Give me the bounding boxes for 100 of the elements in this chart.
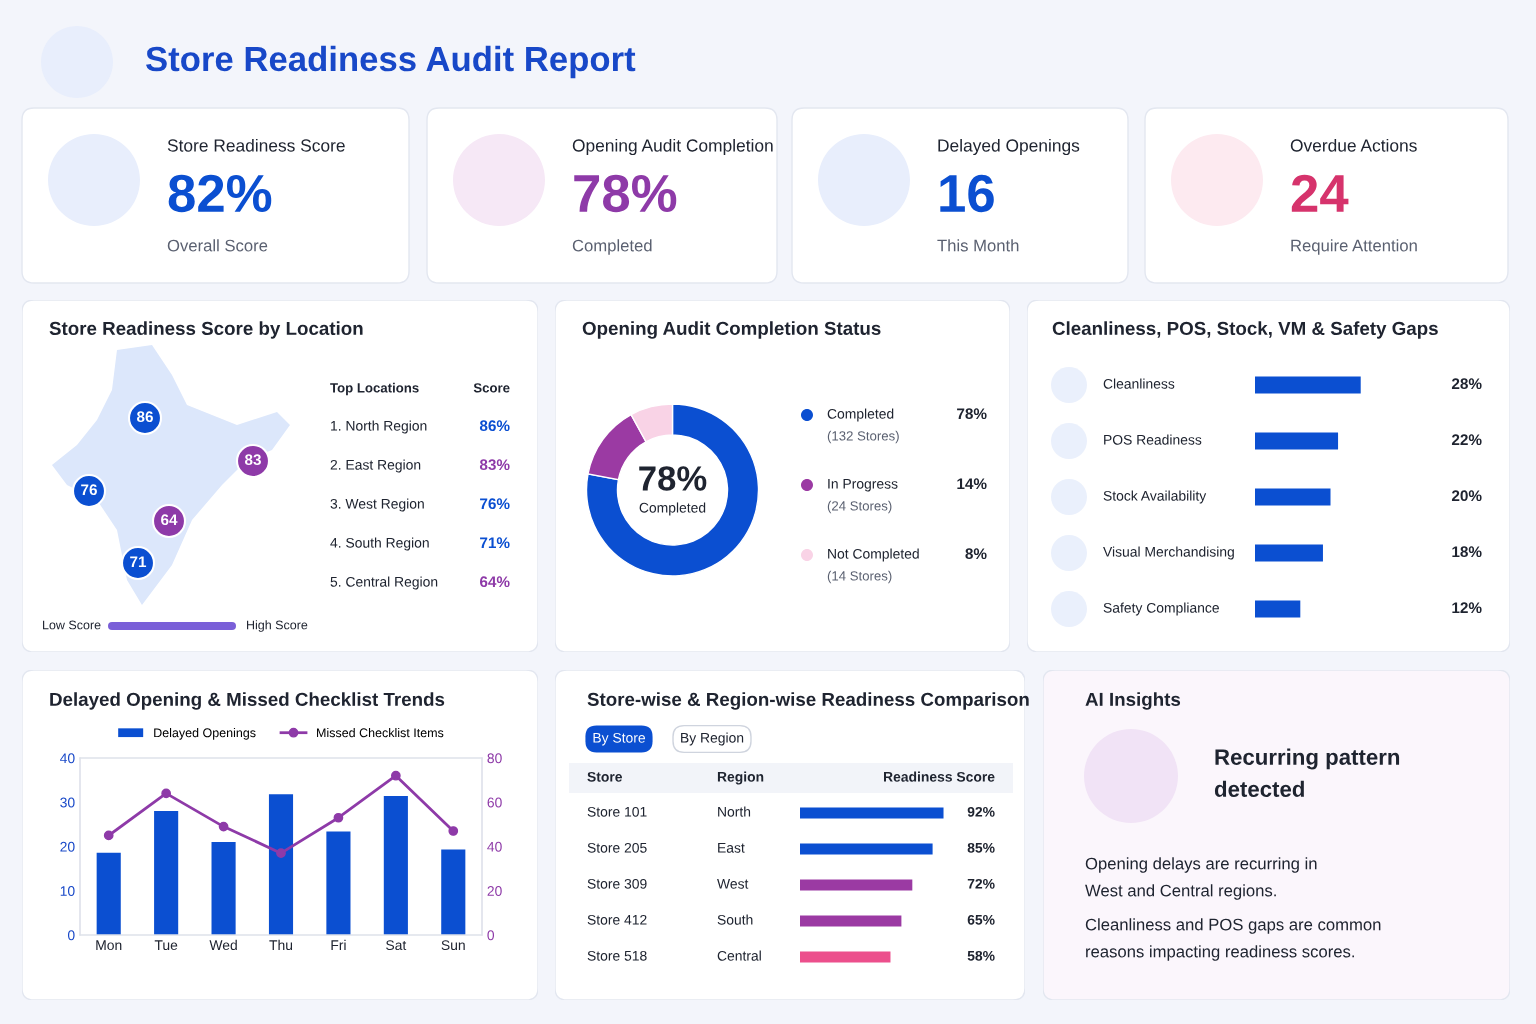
bar [800,915,902,927]
bar [96,852,121,935]
category-label: 4. South Region [330,537,429,551]
text: Store Readiness Audit Report [146,45,636,79]
bar [211,842,236,935]
text: By Region [681,732,744,746]
text: 78% [639,466,707,491]
text: Top Locations [330,382,419,396]
text: AI Insights [1085,692,1181,710]
point [333,812,344,823]
text: Central [717,950,761,961]
bar [1255,376,1361,394]
text: Score [473,383,510,393]
text: (132 Stores) [827,430,899,444]
x-tick-label: Fri [331,939,346,950]
text: 71 [130,556,147,567]
category-label: 5. Central Region [330,576,438,590]
text: Store [587,771,623,782]
data-label: 58% [967,950,995,961]
category-label: 2. East Region [330,459,421,473]
donut-slice [585,403,760,577]
legend-label: Not Completed [828,548,919,562]
bar [800,879,913,891]
text: 76% [480,498,510,510]
data-label: 92% [967,806,995,817]
y-tick-label: Safety Compliance [1103,602,1219,616]
data-label: 14% [957,478,987,490]
point [448,826,459,836]
category-label: 1. North Region [331,420,427,434]
y-tick-label: 20 [60,841,75,852]
text: 83% [479,459,510,471]
data-label: 8% [965,548,987,560]
data-label: 78% [957,408,987,420]
x-tick-label: Thu [269,939,293,951]
data-label: 65% [967,914,995,925]
point [390,770,401,781]
text: High Score [247,620,308,632]
legend-label: Missed Checklist Items [317,728,444,738]
bar [800,807,944,819]
point [218,821,229,832]
text: South [717,914,753,925]
data-label: 72% [967,878,995,889]
y-tick-label: Store 412 [587,914,647,925]
text: (14 Stores) [827,570,892,584]
text: (24 Stores) [827,500,892,514]
y-tick-label: POS Readiness [1104,434,1202,445]
text: East [718,843,745,853]
chart-title: Delayed Opening & Missed Checklist Trends [50,692,445,710]
text: North [718,806,751,817]
text: West [717,879,749,889]
bar [800,843,933,855]
text: Overdue Actions [1290,138,1417,152]
text: 78% [574,174,677,213]
bar [1255,488,1331,506]
x-tick-label: Tue [154,940,178,951]
text: 76 [81,484,97,496]
bar [154,811,179,935]
y2-tick-label: 60 [487,797,502,808]
text: Completed [639,502,706,516]
text: 24 [1291,174,1349,212]
text: 64 [161,514,178,526]
data-label: 85% [967,842,995,853]
bar [268,794,294,935]
y-tick-label: Store 518 [587,950,647,961]
text: Require Attention [1291,239,1417,255]
text: 71% [480,537,510,549]
bar [1255,600,1301,618]
data-label: 18% [1452,546,1482,558]
text: Store Readiness Score [167,138,345,152]
data-label: 28% [1451,378,1482,390]
text: Readiness Score [884,771,995,782]
y2-tick-label: 20 [487,886,502,896]
y-tick-label: 40 [60,753,75,764]
legend-label: Completed [827,408,894,422]
category-label: 3. West Region [330,498,424,512]
data-label: 22% [1451,434,1482,446]
text: This Month [937,239,1019,252]
y-tick-label: Store 309 [587,878,647,889]
text: reasons impacting readiness scores. [1086,945,1354,961]
bar [800,951,891,963]
data-label: 12% [1452,602,1482,614]
text: 82% [168,174,272,213]
y-tick-label: 0 [67,930,75,941]
text: Region [717,771,764,785]
text: detected [1214,780,1304,797]
bar [1255,544,1323,562]
chart-title: Opening Audit Completion Status [582,321,881,339]
y2-tick-label: 80 [487,753,502,764]
text: Delayed Openings [938,138,1080,156]
x-tick-label: Mon [96,940,122,951]
y2-tick-label: 0 [487,930,495,941]
text: 64% [479,576,510,588]
text: 86 [136,411,153,423]
y-tick-label: Store 205 [587,842,647,853]
text: 16 [940,174,994,213]
text: 83 [244,454,261,466]
data-label: 20% [1451,490,1482,502]
bar [441,849,466,935]
y-tick-label: Store 101 [587,806,647,817]
point [161,788,172,799]
